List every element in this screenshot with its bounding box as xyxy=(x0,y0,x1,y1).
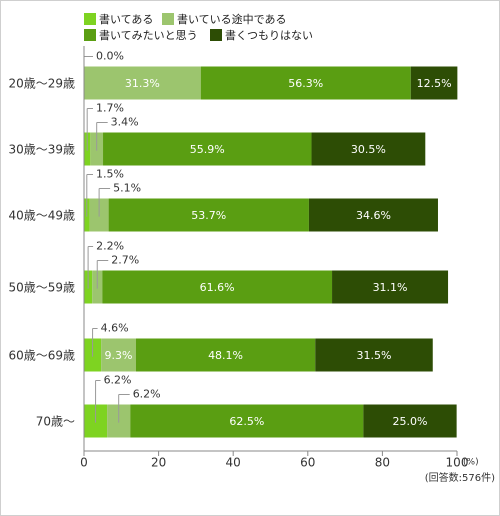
legend-item-3: 書いてみたいと思う xyxy=(84,27,198,43)
data-label: 34.6% xyxy=(356,209,391,222)
data-label: 31.3% xyxy=(125,77,160,90)
bar-segment xyxy=(135,338,316,372)
bar-segment xyxy=(130,404,364,438)
x-tick-label: 40 xyxy=(226,456,241,470)
data-label: 56.3% xyxy=(288,77,323,90)
legend-label-1: 書いてある xyxy=(99,13,154,26)
data-label: 9.3% xyxy=(105,349,133,362)
x-axis-unit: (%) xyxy=(463,458,479,468)
category-label: 20歳〜29歳 xyxy=(8,77,75,91)
legend-label-4: 書くつもりはない xyxy=(225,29,313,42)
data-label: 31.5% xyxy=(357,349,392,362)
data-label: 2.7% xyxy=(111,254,139,267)
category-label: 40歳〜49歳 xyxy=(8,209,75,223)
bar-segment xyxy=(108,198,309,232)
category-label: 30歳〜39歳 xyxy=(8,143,75,157)
data-label: 62.5% xyxy=(229,415,264,428)
x-tick-label: 80 xyxy=(375,456,390,470)
legend-item-2: 書いている途中である xyxy=(162,11,287,27)
x-tick-label: 100 xyxy=(446,456,469,470)
legend-label-3: 書いてみたいと思う xyxy=(99,29,198,42)
response-count-note: (回答数:576件) xyxy=(425,471,495,484)
legend-label-2: 書いている途中である xyxy=(177,13,287,26)
data-label: 55.9% xyxy=(190,143,225,156)
bar-segment xyxy=(200,66,411,100)
data-label: 3.4% xyxy=(111,116,139,129)
category-label: 70歳〜 xyxy=(36,415,75,429)
data-label: 1.7% xyxy=(96,102,124,115)
data-label: 12.5% xyxy=(417,77,452,90)
bar-segment xyxy=(103,132,312,166)
data-label: 61.6% xyxy=(200,281,235,294)
data-label: 30.5% xyxy=(351,143,386,156)
category-label: 60歳〜69歳 xyxy=(8,349,75,363)
legend-swatch-3 xyxy=(84,29,96,41)
data-label: 48.1% xyxy=(208,349,243,362)
x-tick-label: 60 xyxy=(300,456,315,470)
bar-segment xyxy=(101,338,136,372)
data-label: 25.0% xyxy=(393,415,428,428)
legend-swatch-1 xyxy=(84,13,96,25)
legend-swatch-4 xyxy=(210,29,222,41)
legend-item-1: 書いてある xyxy=(84,11,153,27)
bar-segment xyxy=(311,132,426,166)
data-label: 2.2% xyxy=(96,240,124,253)
x-tick-label: 20 xyxy=(151,456,166,470)
data-label: 5.1% xyxy=(113,182,141,195)
bar-segment xyxy=(315,338,433,372)
bar-segment xyxy=(363,404,457,438)
data-label: 53.7% xyxy=(191,209,226,222)
legend-item-4: 書くつもりはない xyxy=(210,27,313,43)
bar-segment xyxy=(410,66,458,100)
bar-segment xyxy=(332,270,449,304)
bar-segment xyxy=(84,66,201,100)
data-label: 6.2% xyxy=(133,388,161,401)
bar-segment xyxy=(308,198,438,232)
category-label: 50歳〜59歳 xyxy=(8,281,75,295)
data-label: 31.1% xyxy=(373,281,408,294)
x-tick-label: 0 xyxy=(80,456,88,470)
legend-swatch-2 xyxy=(162,13,174,25)
data-label: 6.2% xyxy=(104,374,132,387)
bar-segment xyxy=(102,270,333,304)
data-label: 1.5% xyxy=(96,168,124,181)
data-label: 4.6% xyxy=(101,322,129,335)
data-label: 0.0% xyxy=(96,50,124,63)
